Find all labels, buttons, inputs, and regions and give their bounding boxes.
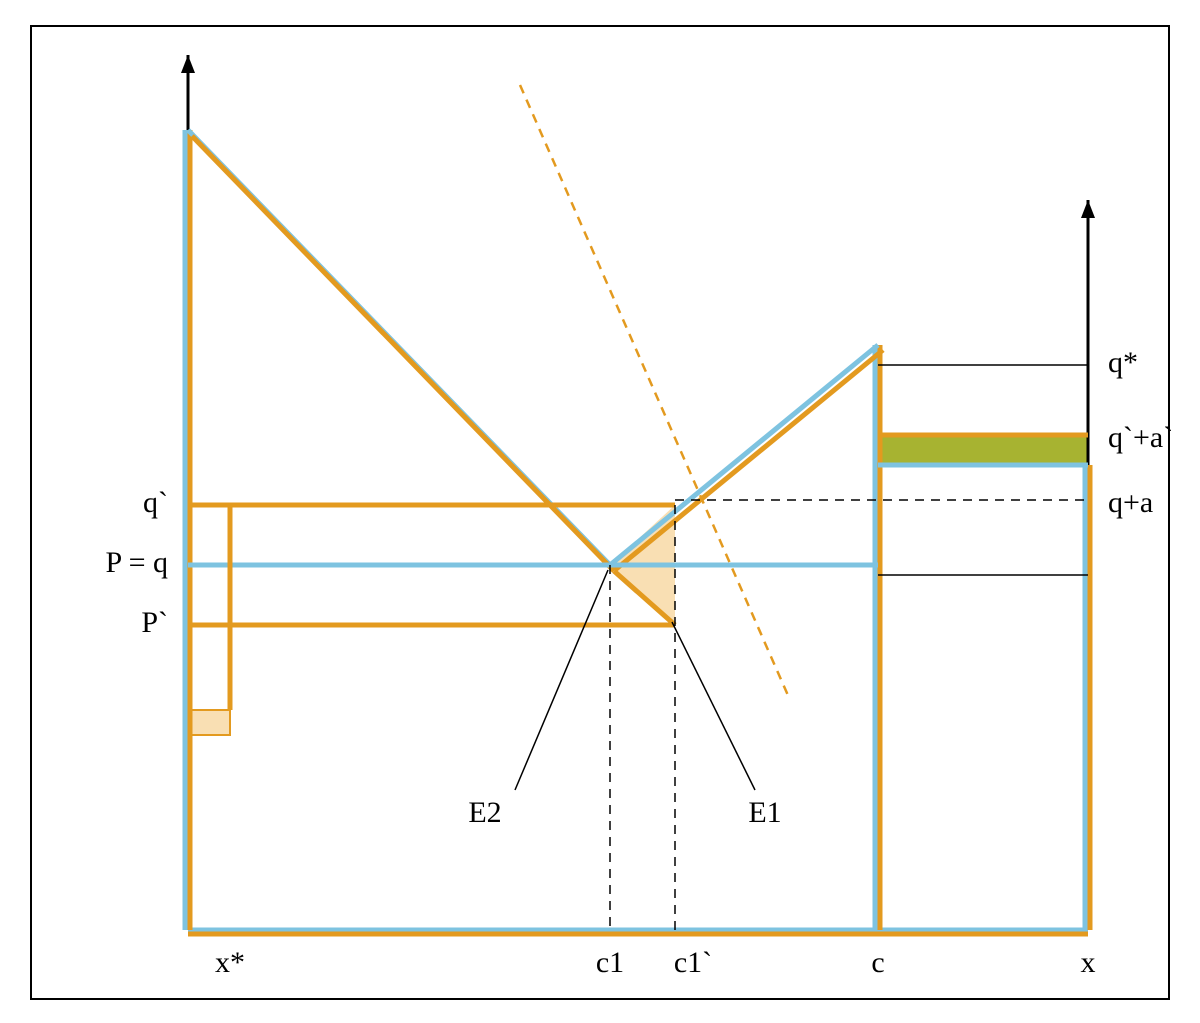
economics-diagram: q` P = q P` q* q`+a` q+a x* c1 c1` c x E2 E1 (0, 0, 1200, 1023)
label-q-star: q* (1108, 346, 1138, 379)
label-q-plus-a: q+a (1108, 486, 1153, 519)
label-x-star: x* (215, 946, 245, 979)
label-c1-prime: c1` (674, 946, 712, 979)
label-c1: c1 (596, 946, 624, 979)
label-c: c (871, 946, 884, 979)
label-p-prime: P` (141, 606, 168, 639)
label-qp-plus-ap: q`+a` (1108, 421, 1173, 454)
label-e2: E2 (468, 796, 501, 829)
label-x: x (1081, 946, 1096, 979)
label-p-eq-q: P = q (106, 546, 169, 579)
label-q-prime: q` (143, 486, 168, 519)
label-e1: E1 (748, 796, 781, 829)
